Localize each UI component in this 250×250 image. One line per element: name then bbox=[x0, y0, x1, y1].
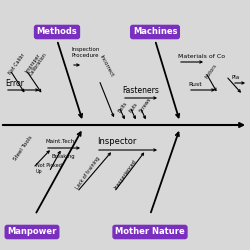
Text: Fasteners: Fasteners bbox=[122, 86, 159, 95]
Text: Nuts: Nuts bbox=[128, 102, 138, 114]
Text: Pla: Pla bbox=[232, 75, 240, 80]
Text: Lack of training: Lack of training bbox=[75, 156, 101, 190]
Text: Improper
Calibration: Improper Calibration bbox=[24, 49, 48, 77]
Text: Maint.Tech: Maint.Tech bbox=[46, 139, 75, 144]
Text: Motors: Motors bbox=[204, 63, 218, 80]
Text: Not Calibr: Not Calibr bbox=[8, 53, 26, 76]
Text: Mother Nature: Mother Nature bbox=[115, 228, 185, 236]
Text: Manpower: Manpower bbox=[7, 228, 57, 236]
Text: Inspection
Procedure: Inspection Procedure bbox=[72, 47, 101, 58]
Text: Bolts: Bolts bbox=[117, 101, 128, 114]
Text: Breaking: Breaking bbox=[52, 154, 76, 159]
Text: Screws: Screws bbox=[138, 97, 152, 114]
Text: Inexperienced: Inexperienced bbox=[113, 158, 137, 190]
Text: Steel Tools: Steel Tools bbox=[13, 135, 34, 162]
Text: Incorrect: Incorrect bbox=[99, 54, 115, 78]
Text: Error: Error bbox=[5, 79, 24, 88]
Text: Methods: Methods bbox=[36, 28, 78, 36]
Text: Rust: Rust bbox=[188, 82, 202, 87]
Text: Inspector: Inspector bbox=[97, 137, 136, 146]
Text: Materials of Co: Materials of Co bbox=[178, 54, 225, 59]
Text: Machines: Machines bbox=[133, 28, 177, 36]
Text: Not Picked
Up: Not Picked Up bbox=[36, 163, 62, 174]
